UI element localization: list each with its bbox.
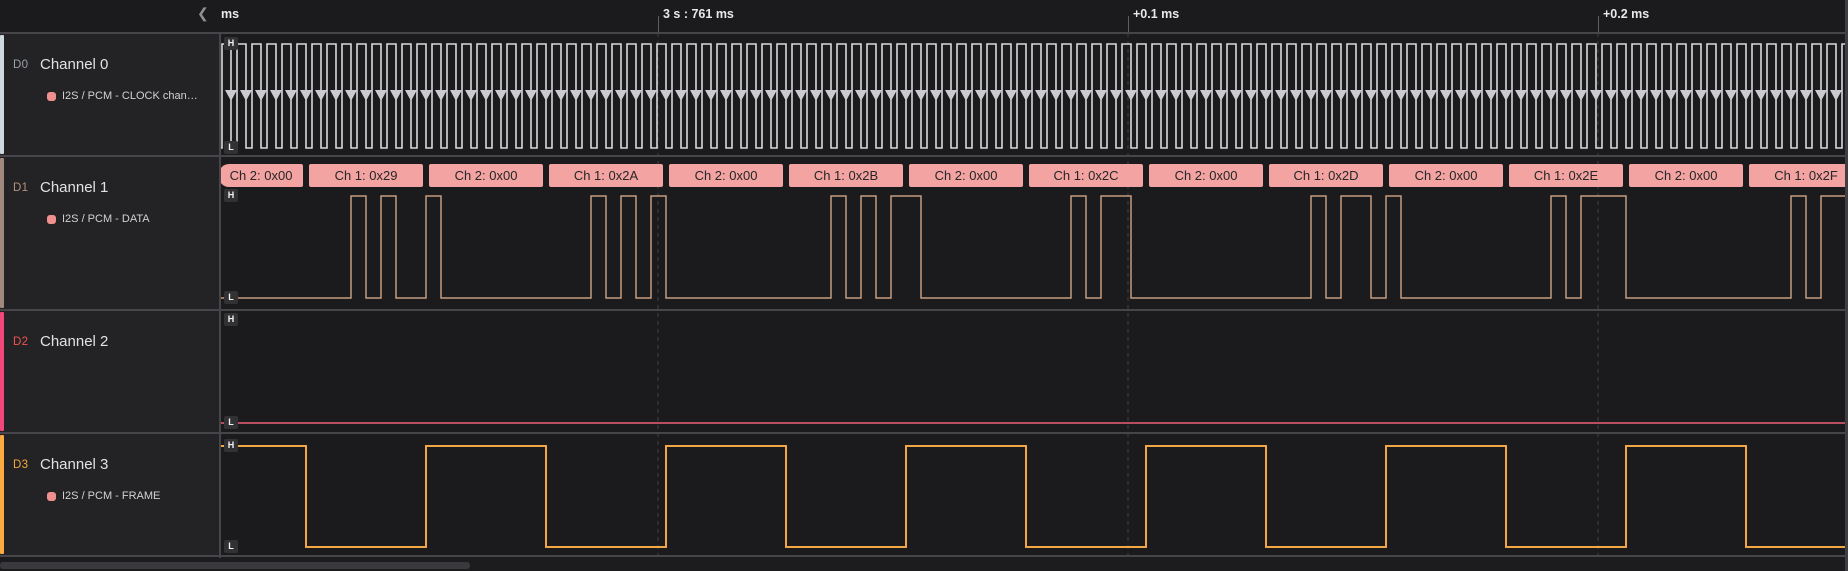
channel-index-label: D1 — [13, 182, 29, 194]
i2s-word-annotation: Ch 1: 0x29 — [309, 164, 423, 187]
falling-edge-markers — [225, 90, 1842, 101]
i2s-word-annotation: Ch 1: 0x2A — [549, 164, 663, 187]
channel-name: Channel 3 — [40, 456, 109, 473]
frame-waveform — [220, 445, 1848, 548]
level-l-label: L — [224, 416, 238, 429]
channel-index-label: D2 — [13, 336, 29, 348]
level-h-label: H — [224, 37, 238, 50]
i2s-word-annotation: Ch 1: 0x2F — [1749, 164, 1848, 187]
row-divider — [0, 155, 1848, 157]
horizontal-scrollbar-thumb[interactable] — [0, 562, 470, 569]
ruler-timestamp: ms — [221, 7, 240, 21]
i2s-word-annotation: Ch 1: 0x2B — [789, 164, 903, 187]
collapse-sidebar-icon[interactable]: ❮ — [197, 5, 209, 21]
waveform-area[interactable]: Ch 2: 0x00 Ch 1: 0x29 Ch 2: 0x00 Ch 1: 0x2A… — [220, 0, 1848, 571]
i2s-word-annotation: Ch 2: 0x00 — [669, 164, 783, 187]
row-divider — [0, 432, 1848, 434]
ruler-tick — [658, 16, 659, 33]
level-h-label: H — [224, 313, 238, 326]
ruler-tick — [1128, 16, 1129, 33]
row-divider — [0, 309, 1848, 311]
analyzer-dot-icon — [47, 492, 56, 501]
ruler-timestamp: +0.2 ms — [1603, 7, 1650, 21]
vertical-scrollbar[interactable] — [1845, 0, 1848, 571]
channel-row-d0[interactable]: D0 Channel 0 I2S / PCM - CLOCK chan… — [0, 33, 219, 156]
channel-name: Channel 2 — [40, 333, 109, 350]
i2s-word-annotation: Ch 2: 0x00 — [429, 164, 543, 187]
channel-accent-bar — [0, 158, 4, 308]
ruler-timestamp: +0.1 ms — [1133, 7, 1180, 21]
analyzer-dot-icon — [47, 215, 56, 224]
channel-name: Channel 0 — [40, 56, 109, 73]
clock-waveform — [220, 43, 1848, 149]
waveform-canvas — [220, 33, 1848, 556]
analyzer-dot-icon — [47, 92, 56, 101]
i2s-word-annotation: Ch 2: 0x00 — [1149, 164, 1263, 187]
i2s-word-annotation: Ch 2: 0x00 — [1629, 164, 1743, 187]
i2s-word-annotation: Ch 1: 0x2E — [1509, 164, 1623, 187]
channel-accent-bar — [0, 435, 4, 554]
level-l-label: L — [224, 291, 238, 304]
analyzer-label[interactable]: I2S / PCM - FRAME — [62, 490, 161, 502]
row-divider — [0, 32, 1848, 34]
ruler-tick — [1598, 16, 1599, 33]
channel-row-d3[interactable]: D3 Channel 3 I2S / PCM - FRAME — [0, 433, 219, 556]
i2s-word-annotation: Ch 1: 0x2C — [1029, 164, 1143, 187]
analyzer-label[interactable]: I2S / PCM - CLOCK chan… — [62, 90, 198, 102]
channel-name: Channel 1 — [40, 179, 109, 196]
channel-accent-bar — [0, 312, 4, 431]
channel-row-d1[interactable]: D1 Channel 1 I2S / PCM - DATA — [0, 156, 219, 310]
i2s-word-annotation: Ch 2: 0x00 — [1389, 164, 1503, 187]
row-divider — [0, 555, 1848, 557]
ruler-timestamp: 3 s : 761 ms — [663, 7, 734, 21]
level-h-label: H — [224, 439, 238, 452]
i2s-word-annotation: Ch 2: 0x00 — [220, 164, 303, 187]
channel-row-d2[interactable]: D2 Channel 2 — [0, 310, 219, 433]
level-l-label: L — [224, 540, 238, 553]
analyzer-label[interactable]: I2S / PCM - DATA — [62, 213, 150, 225]
sidebar-divider — [219, 33, 221, 558]
i2s-word-annotation: Ch 2: 0x00 — [909, 164, 1023, 187]
channel-index-label: D0 — [13, 59, 29, 71]
channel-index-label: D3 — [13, 459, 29, 471]
channel-accent-bar — [0, 35, 4, 154]
data-waveform — [220, 195, 1848, 299]
level-h-label: H — [224, 189, 238, 202]
level-l-label: L — [224, 141, 238, 154]
time-ruler: ❮ ms 3 s : 761 ms +0.1 ms +0.2 ms — [0, 0, 1848, 33]
i2s-word-annotation: Ch 1: 0x2D — [1269, 164, 1383, 187]
